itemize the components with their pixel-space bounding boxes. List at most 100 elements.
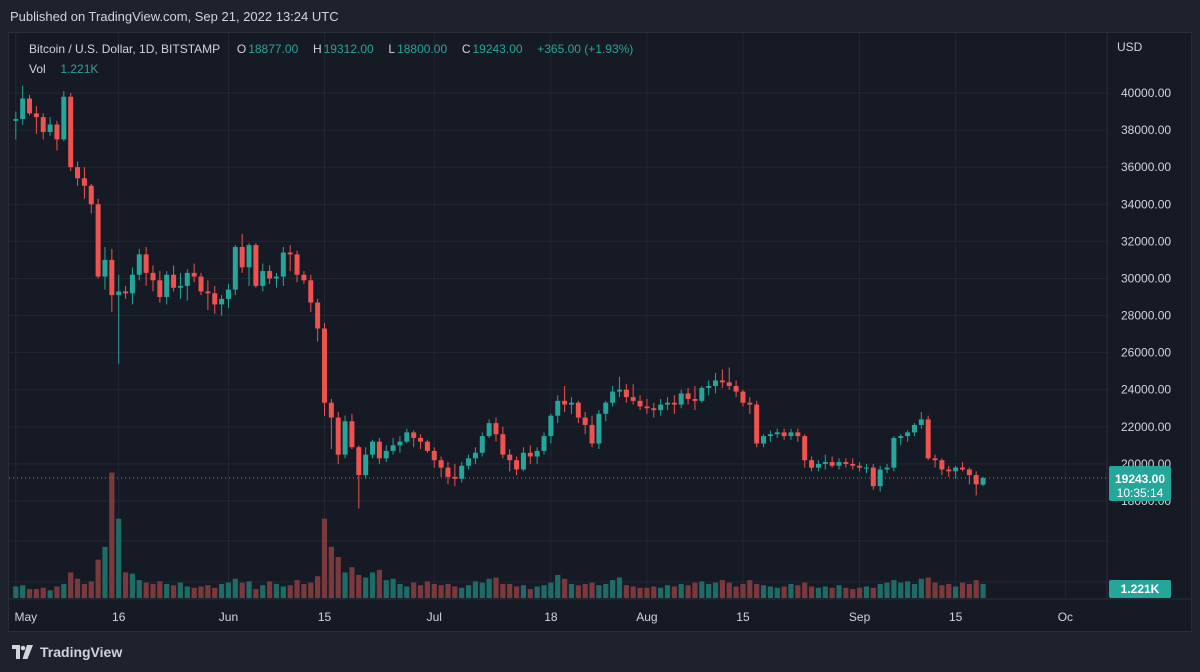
- chart-panel[interactable]: 40000.00 38000.00 36000.00 34000.00 32000.00…: [8, 32, 1192, 632]
- volume-bar: [568, 583, 575, 598]
- candle-body: [363, 454, 369, 476]
- volume-bar: [376, 569, 382, 598]
- candle-body: [376, 441, 382, 459]
- candle-body: [898, 436, 904, 438]
- candle-body: [342, 421, 348, 455]
- volume-bars: [13, 472, 986, 598]
- volume-bar: [411, 582, 417, 598]
- candle-body: [260, 271, 266, 286]
- volume-bar: [342, 572, 348, 598]
- candle-body: [891, 437, 897, 468]
- candle-body: [829, 462, 835, 466]
- volume-bar: [959, 582, 966, 598]
- price-chart[interactable]: 40000.00 38000.00 36000.00 34000.00 32000.00…: [9, 33, 1191, 631]
- candle-body: [562, 400, 568, 405]
- volume-bar: [198, 586, 204, 598]
- grid: [9, 33, 1107, 599]
- candle-body: [40, 117, 46, 132]
- volume-bar: [287, 585, 293, 598]
- candle-body: [877, 469, 883, 487]
- candle-body: [843, 462, 849, 464]
- candle-body: [603, 402, 609, 414]
- candle-body: [870, 467, 876, 487]
- candle-body: [568, 402, 574, 405]
- tradingview-brand: TradingView: [40, 644, 123, 660]
- volume-bar: [534, 586, 540, 598]
- time-tick-label: Sep: [849, 610, 871, 624]
- candle-body: [472, 452, 478, 459]
- volume-bar: [486, 578, 492, 598]
- candle-body: [582, 417, 588, 425]
- candle-body: [706, 386, 712, 388]
- volume-bar: [184, 586, 190, 598]
- volume-bar: [260, 585, 266, 598]
- volume-bar: [47, 590, 53, 598]
- candle-body: [322, 328, 327, 403]
- candle-body: [438, 460, 444, 468]
- candle-body: [54, 124, 60, 140]
- volume-bar: [719, 580, 725, 598]
- volume-bar: [20, 585, 26, 598]
- close-key: C: [461, 42, 471, 56]
- candle-body: [761, 436, 767, 444]
- volume-bar: [74, 578, 81, 598]
- volume-label[interactable]: Vol: [29, 62, 46, 76]
- price-axis-bg: [1107, 33, 1191, 631]
- candle-body: [13, 118, 19, 121]
- candle-body: [184, 272, 190, 286]
- volume-bar: [815, 587, 822, 598]
- candle-body: [328, 402, 334, 418]
- volume-bar: [13, 586, 19, 598]
- time-tick-label: 18: [544, 610, 558, 624]
- volume-bar: [493, 577, 499, 598]
- volume-bar: [267, 581, 273, 598]
- candle-body: [239, 246, 245, 268]
- candle-body: [273, 276, 279, 279]
- candle-body: [390, 445, 396, 451]
- volume-bar: [616, 577, 623, 598]
- candle-body: [191, 272, 197, 277]
- volume-bar: [795, 585, 801, 598]
- volume-bar: [335, 557, 341, 598]
- symbol-legend: Bitcoin / U.S. Dollar, 1D, BITSTAMP O 188…: [29, 42, 635, 56]
- candle-body: [308, 280, 314, 303]
- candle-body: [136, 254, 142, 275]
- candle-body: [946, 469, 952, 472]
- volume-bar: [445, 583, 451, 598]
- price-tick-label: 36000.00: [1121, 160, 1171, 174]
- candle-body: [431, 450, 437, 461]
- volume-bar: [802, 582, 808, 598]
- volume-bar: [315, 576, 321, 598]
- candle-body: [253, 245, 259, 286]
- candles[interactable]: [13, 85, 986, 509]
- volume-bar: [308, 582, 314, 598]
- candle-body: [781, 432, 787, 437]
- candle-body: [459, 465, 465, 479]
- volume-bar: [301, 583, 307, 598]
- volume-bar: [699, 581, 705, 598]
- volume-bar: [843, 587, 849, 598]
- time-tick-label: Jun: [219, 610, 238, 624]
- volume-bar: [465, 585, 472, 598]
- candle-body: [315, 302, 321, 329]
- volume-bar: [685, 585, 691, 598]
- volume-bar: [562, 578, 568, 598]
- candle-body: [479, 436, 485, 453]
- time-axis[interactable]: May 16 Jun 15 Jul 18 Aug 15 Sep 15 Oc: [9, 598, 1191, 624]
- volume-bar: [541, 585, 547, 598]
- volume-bar: [726, 582, 732, 598]
- price-axis[interactable]: 40000.00 38000.00 36000.00 34000.00 32000.00…: [1106, 33, 1191, 631]
- tradingview-logo[interactable]: TradingView: [12, 644, 122, 660]
- volume-bar: [212, 587, 218, 598]
- candle-body: [177, 285, 183, 288]
- volume-bar: [582, 583, 588, 598]
- candle-body: [733, 386, 739, 392]
- candle-body: [644, 406, 650, 409]
- volume-bar: [905, 581, 911, 598]
- volume-bar: [232, 578, 238, 598]
- price-tick-label: 32000.00: [1121, 234, 1171, 248]
- time-tick-label: Jul: [427, 610, 442, 624]
- candle-body: [596, 413, 602, 444]
- symbol-title[interactable]: Bitcoin / U.S. Dollar, 1D, BITSTAMP: [29, 42, 221, 56]
- volume-bar: [836, 585, 842, 598]
